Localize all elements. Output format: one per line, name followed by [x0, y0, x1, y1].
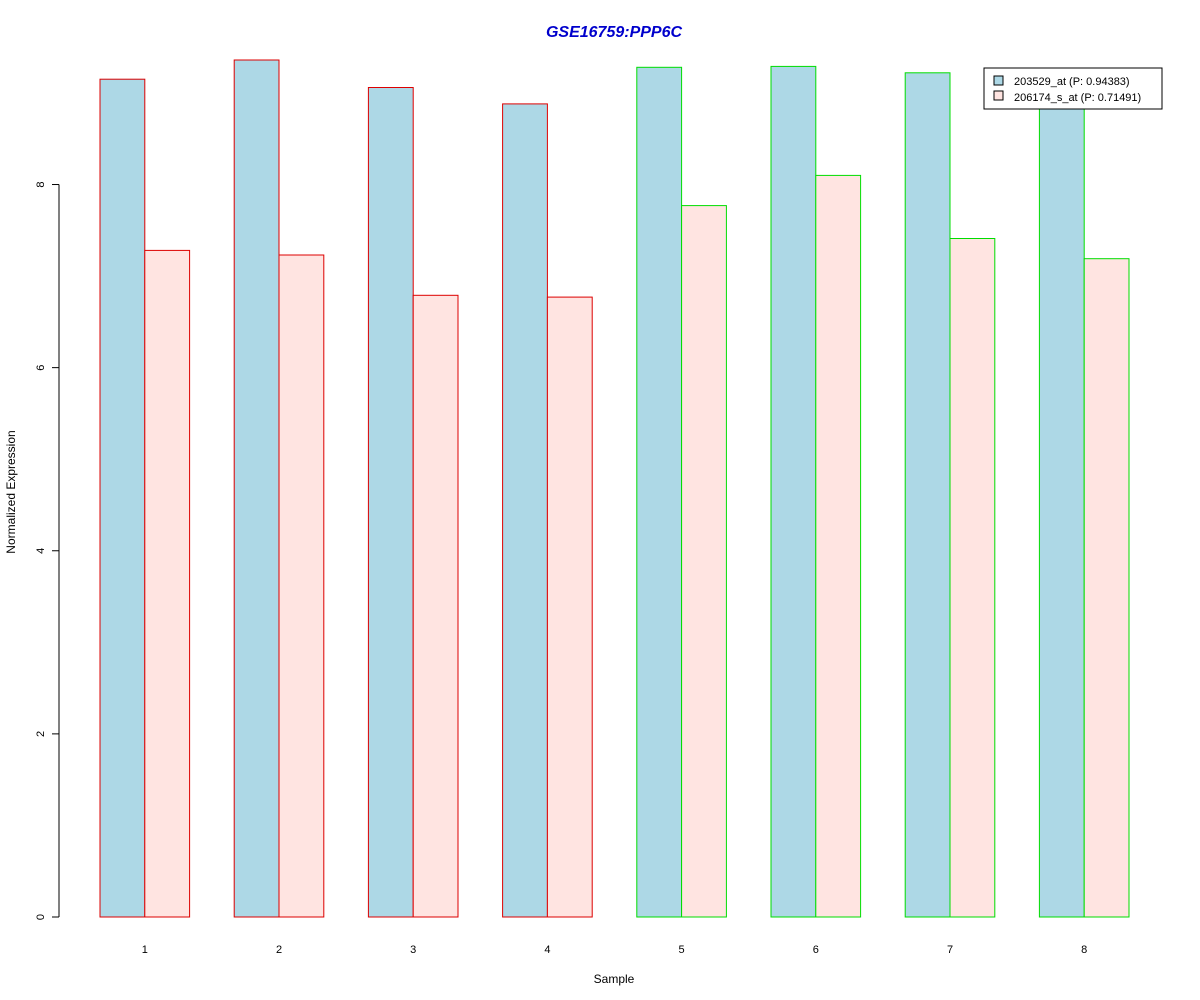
x-axis-tick-labels: 1 2 3 4 5 6 7 8	[142, 944, 1088, 956]
bar-sample-4-series-2	[546, 296, 593, 918]
bar-sample-1-series-1	[99, 78, 146, 918]
x-tick-label-1: 1	[142, 944, 148, 956]
legend-label-206174-s-at: 206174_s_at (P: 0.71491)	[1014, 92, 1141, 104]
y-tick-label-2: 2	[35, 731, 47, 737]
bars-layer	[99, 59, 1130, 918]
legend-swatch-203529-at	[993, 75, 1004, 86]
y-axis-label: Normalized Expression	[4, 430, 18, 553]
bar-sample-5-series-1	[636, 66, 683, 918]
legend-label-203529-at: 203529_at (P: 0.94383)	[1014, 76, 1130, 88]
y-tick-label-6: 6	[35, 365, 47, 371]
y-tick-label-8: 8	[35, 181, 47, 187]
x-tick-label-8: 8	[1081, 944, 1087, 956]
legend: 203529_at (P: 0.94383) 206174_s_at (P: 0…	[983, 67, 1163, 110]
bar-sample-2-series-2	[278, 254, 325, 918]
x-axis-label: Sample	[594, 972, 635, 986]
x-tick-label-3: 3	[410, 944, 416, 956]
x-tick-label-7: 7	[947, 944, 953, 956]
x-tick-label-2: 2	[276, 944, 282, 956]
bar-sample-3-series-1	[367, 87, 414, 918]
bar-sample-6-series-2	[815, 174, 862, 918]
y-tick-label-0: 0	[35, 914, 47, 920]
x-tick-label-6: 6	[813, 944, 819, 956]
bar-sample-6-series-1	[770, 65, 817, 918]
legend-box	[983, 67, 1163, 110]
bar-sample-7-series-2	[949, 238, 996, 918]
bar-sample-5-series-2	[681, 205, 727, 918]
bar-sample-2-series-1	[233, 59, 280, 918]
bar-sample-8-series-2	[1083, 258, 1130, 918]
bar-sample-8-series-1	[1038, 104, 1085, 918]
y-axis: 0 2 4 6 8	[35, 181, 60, 920]
bar-sample-4-series-1	[502, 103, 548, 918]
y-tick-label-4: 4	[35, 548, 47, 554]
chart-title: GSE16759:PPP6C	[546, 24, 683, 41]
x-tick-label-5: 5	[679, 944, 685, 956]
bar-sample-1-series-2	[144, 249, 191, 918]
x-tick-label-4: 4	[544, 944, 550, 956]
legend-swatch-206174-s-at	[993, 90, 1004, 101]
bar-sample-3-series-2	[412, 294, 459, 918]
bar-sample-7-series-1	[904, 72, 951, 918]
